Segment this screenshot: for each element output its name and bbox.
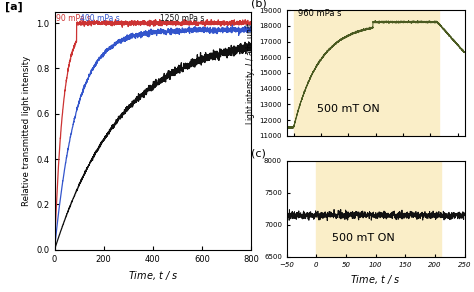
Text: 960 mPa s: 960 mPa s <box>298 10 341 18</box>
X-axis label: Time, $t$ / s: Time, $t$ / s <box>350 273 401 286</box>
Text: 500 mT ON: 500 mT ON <box>317 104 380 114</box>
Text: 500 mT ON: 500 mT ON <box>332 233 395 243</box>
X-axis label: Time, $t$ / s: Time, $t$ / s <box>128 269 178 282</box>
Text: 90 mPa s: 90 mPa s <box>56 14 91 23</box>
Bar <box>316 161 441 257</box>
Text: [a]: [a] <box>5 1 23 12</box>
Y-axis label: Relative transmitted light intensity: Relative transmitted light intensity <box>22 55 31 206</box>
Text: 400 mPa s: 400 mPa s <box>80 14 120 23</box>
Y-axis label: Light intensity, $I$ / arb. unit: Light intensity, $I$ / arb. unit <box>244 21 256 125</box>
Text: (c): (c) <box>251 149 266 159</box>
Bar <box>293 10 438 136</box>
Text: (b): (b) <box>251 0 267 8</box>
Text: 1250 mPa s: 1250 mPa s <box>160 14 205 23</box>
